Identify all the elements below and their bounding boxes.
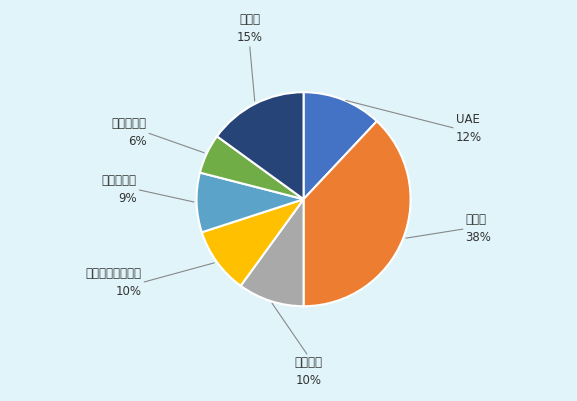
Wedge shape <box>241 199 304 306</box>
Text: パキスタン
9%: パキスタン 9% <box>102 174 137 205</box>
Wedge shape <box>200 136 304 199</box>
Wedge shape <box>304 121 411 306</box>
Wedge shape <box>202 199 304 286</box>
Text: バングラディシュ
10%: バングラディシュ 10% <box>85 267 141 298</box>
Text: フィリピン
6%: フィリピン 6% <box>111 117 147 148</box>
Text: UAE
12%: UAE 12% <box>456 113 482 144</box>
Wedge shape <box>304 92 377 199</box>
Text: その他
15%: その他 15% <box>237 13 263 44</box>
Wedge shape <box>197 172 304 232</box>
Wedge shape <box>217 92 304 199</box>
Text: インド
38%: インド 38% <box>466 213 492 244</box>
Text: エジプト
10%: エジプト 10% <box>294 356 323 387</box>
